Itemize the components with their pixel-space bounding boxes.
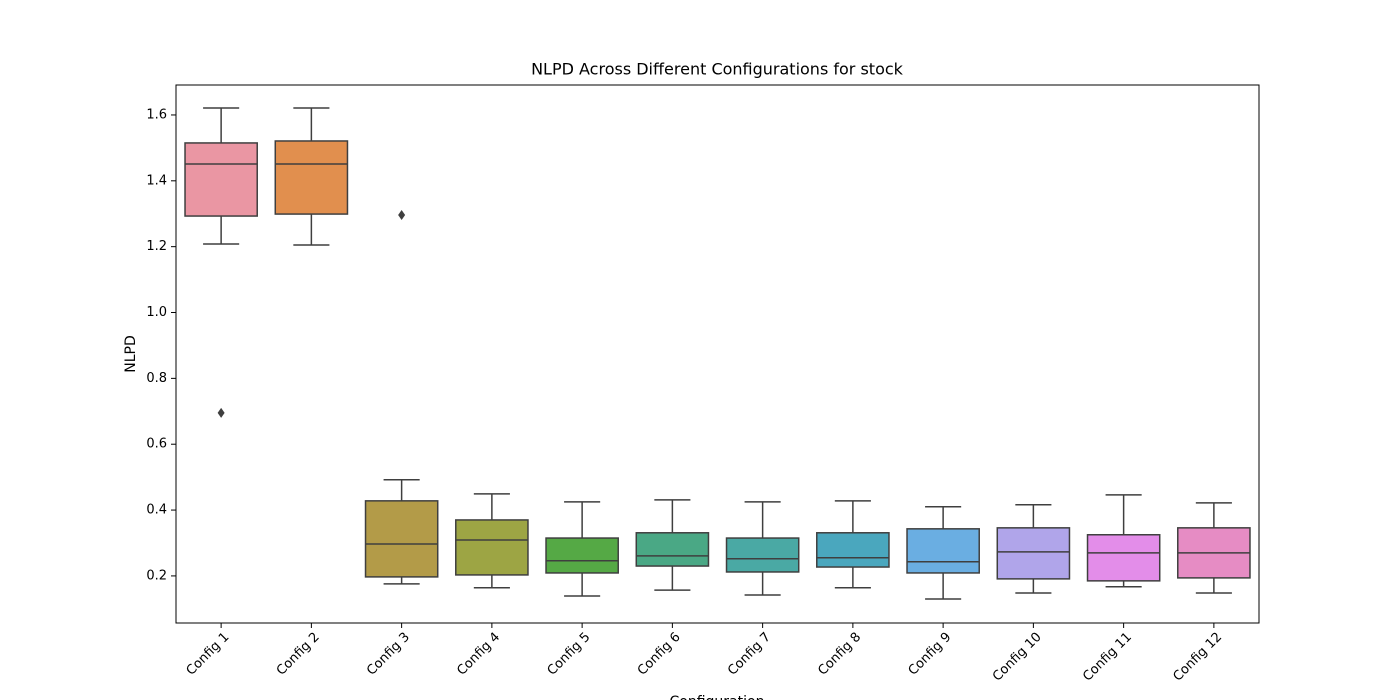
box [545, 537, 619, 574]
box [996, 527, 1071, 580]
box [1086, 534, 1161, 582]
y-tick-label: 0.2 [146, 568, 167, 583]
outlier [398, 210, 406, 221]
box [906, 528, 980, 574]
y-axis-label: NLPD [123, 335, 139, 373]
box [725, 537, 800, 573]
box [635, 532, 710, 567]
x-tick-label: Config 6 [635, 630, 684, 679]
x-tick-label: Config 12 [1170, 630, 1225, 685]
x-tick-label: Config 4 [454, 630, 503, 679]
chart-title: NLPD Across Different Configurations for… [531, 60, 904, 79]
box [364, 500, 439, 578]
box [274, 140, 349, 215]
y-tick-label: 1.0 [146, 305, 167, 320]
x-tick-label: Config 8 [815, 630, 864, 679]
y-tick-label: 1.2 [146, 239, 167, 254]
x-axis-label: Configuration [670, 694, 765, 700]
x-tick-label: Config 1 [184, 630, 233, 679]
box [816, 532, 890, 568]
y-tick-label: 0.4 [146, 503, 167, 518]
x-tick-label: Config 10 [990, 630, 1045, 685]
box [455, 519, 529, 576]
y-tick-label: 0.8 [146, 371, 167, 386]
x-tick-label: Config 5 [545, 630, 594, 679]
y-tick-label: 0.6 [146, 437, 167, 452]
plot-frame [175, 84, 1260, 624]
x-tick-label: Config 2 [274, 630, 323, 679]
x-tick-label: Config 3 [364, 630, 413, 679]
y-tick-label: 1.6 [146, 107, 167, 122]
x-tick-label: Config 11 [1080, 630, 1135, 685]
box [184, 142, 258, 217]
y-tick-label: 1.4 [146, 173, 167, 188]
x-tick-label: Config 7 [725, 630, 774, 679]
outlier [217, 407, 225, 418]
x-tick-label: Config 9 [906, 630, 955, 679]
